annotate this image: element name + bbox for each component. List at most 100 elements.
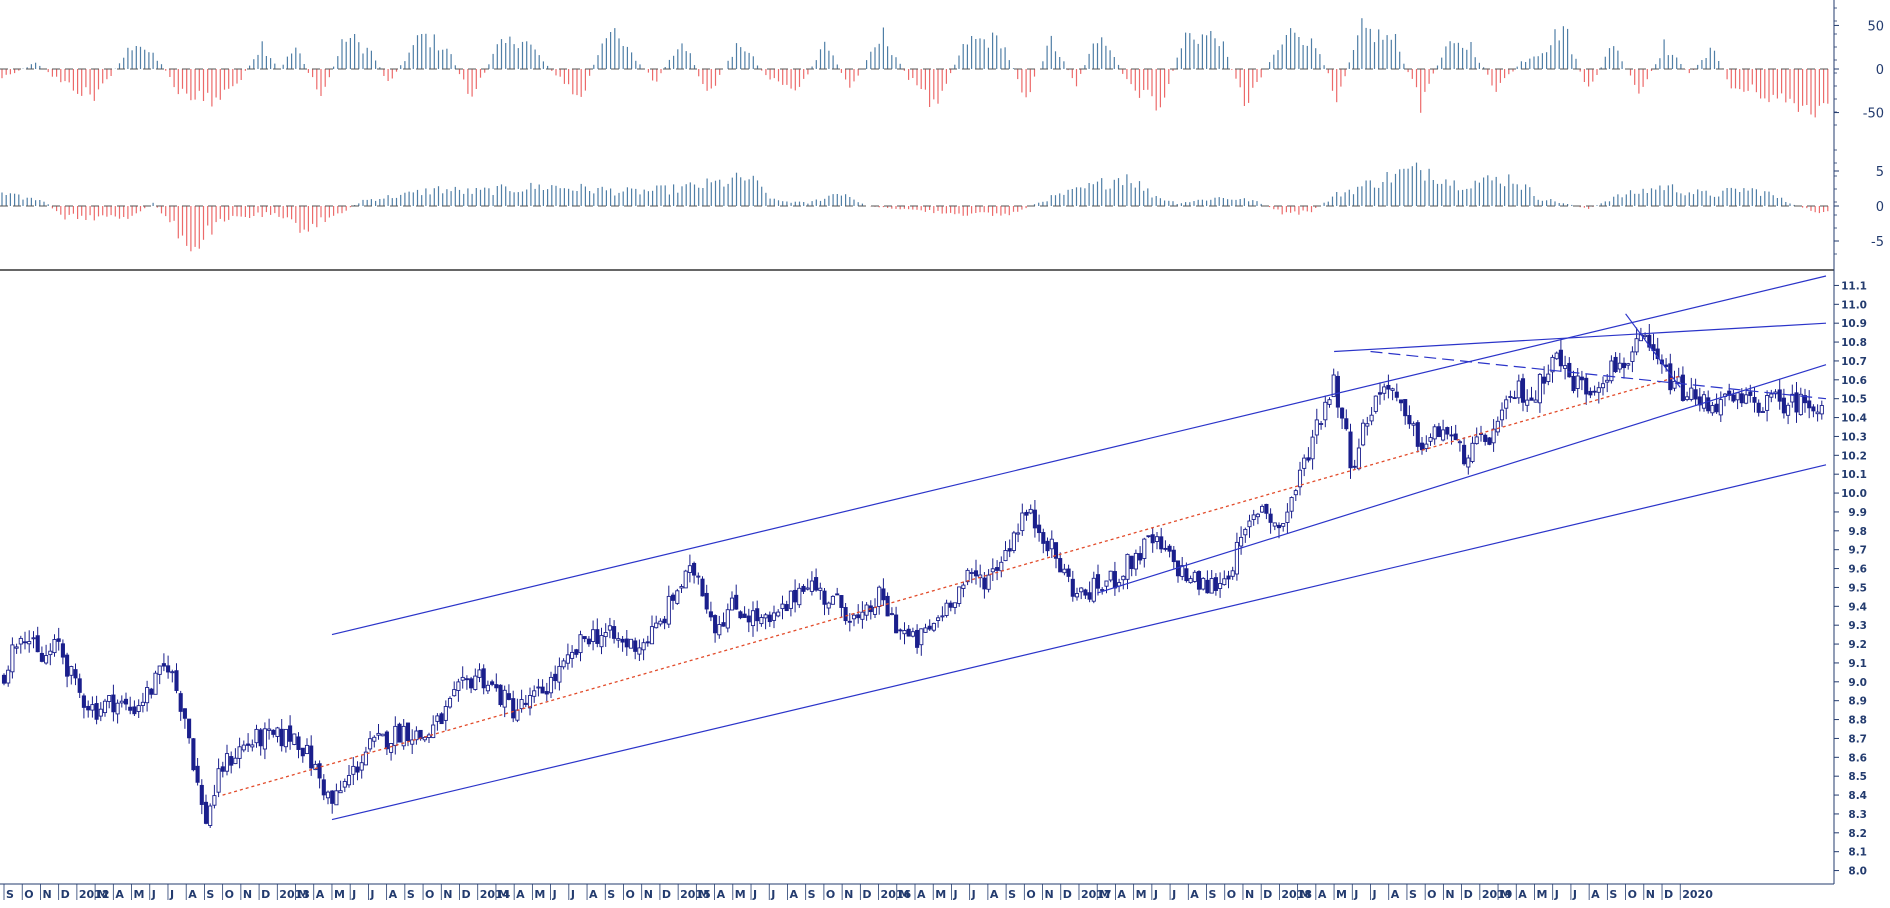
candle-body [1706,397,1711,412]
candle-body [952,602,958,608]
x-tick-label: O [826,888,835,901]
candle-body [696,575,701,578]
candle-body [713,615,718,634]
candle-body [1323,401,1328,421]
candle-body [1394,391,1399,398]
candle-body [1668,363,1673,391]
x-tick-label: J [369,888,374,901]
candle-body [128,706,133,711]
candle-body [1398,399,1404,404]
candle-body [1058,558,1063,573]
x-tick-label: D [1263,888,1272,901]
x-tick-label: 2014 [480,888,511,901]
candle-body [191,738,196,771]
candle-body [990,568,995,573]
candle-body [18,637,23,645]
candle-body [1230,570,1235,577]
candle-body [1407,415,1412,425]
candle-body [1714,403,1719,413]
candle-body [670,594,676,601]
candle-body [502,689,507,708]
candle-body [1563,365,1568,369]
candle-body [1676,376,1681,383]
candle-body [734,594,739,610]
candle-body [780,603,785,610]
candle-body [570,651,575,659]
x-tick-label: J [169,888,174,901]
candle-body [1424,443,1429,450]
candle-body [1032,509,1037,529]
x-tick-label: S [607,888,615,901]
candle-body [342,781,347,788]
candle-body [1449,434,1454,437]
x-tick-label: A [917,888,926,901]
candle-body [506,693,511,700]
candle-body [1083,589,1088,596]
x-tick-label: J [351,888,356,901]
price-tick-label: 8.3 [1848,809,1867,821]
candle-body [814,577,819,591]
candle-body [1428,437,1433,442]
price-tick-label: 11.0 [1841,299,1867,311]
candle-body [1024,511,1029,516]
candle-body [511,698,516,719]
x-tick-label: J [1353,888,1358,901]
candle-body [1415,422,1420,447]
candle-body [174,670,179,691]
price-tick-label: 9.3 [1848,620,1867,632]
candle-body [498,684,503,706]
candle-body [1819,405,1824,415]
x-tick-label: O [1227,888,1236,901]
candle-body [995,567,1000,571]
candle-body [254,728,259,744]
candle-body [422,736,427,741]
candle-body [1226,575,1231,580]
candle-body [561,660,566,668]
candle-body [1331,374,1336,398]
candle-body [1718,399,1723,416]
candle-body [178,693,183,712]
x-tick-label: O [625,888,634,901]
candle-body [317,763,322,779]
candle-body [1239,536,1244,547]
candle-body [1432,426,1437,440]
candle-body [527,695,533,709]
candle-body [363,751,368,766]
candle-body [894,614,899,634]
candle-body [839,595,844,608]
candle-body [1483,434,1488,442]
candle-body [275,727,280,737]
candle-body [1529,397,1534,401]
candle-body [1062,568,1067,574]
candle-body [1537,373,1542,404]
x-tick-label: J [1153,888,1158,901]
candle-body [313,763,318,771]
candle-body [1499,409,1505,421]
candle-body [346,775,352,786]
candle-body [397,723,402,743]
candle-body [1306,457,1311,461]
candle-body [565,654,570,664]
candle-body [1154,536,1160,542]
candle-body [473,675,478,690]
candle-body [456,681,461,691]
x-tick-label: A [115,888,124,901]
candle-body [1369,414,1374,422]
candle-body [1201,577,1206,590]
candle-body [599,635,604,648]
price-tick-label: 9.1 [1848,658,1867,670]
candle-body [1218,583,1223,589]
candle-body [578,634,583,654]
candle-body [1247,520,1252,528]
candle-body [784,604,789,612]
candle-body [208,805,213,826]
x-tick-label: A [1591,888,1600,901]
candle-body [1596,387,1601,393]
candle-body [982,577,987,590]
candle-body [153,672,158,695]
x-tick-label: 2015 [680,888,711,901]
candle-body [1630,351,1635,362]
